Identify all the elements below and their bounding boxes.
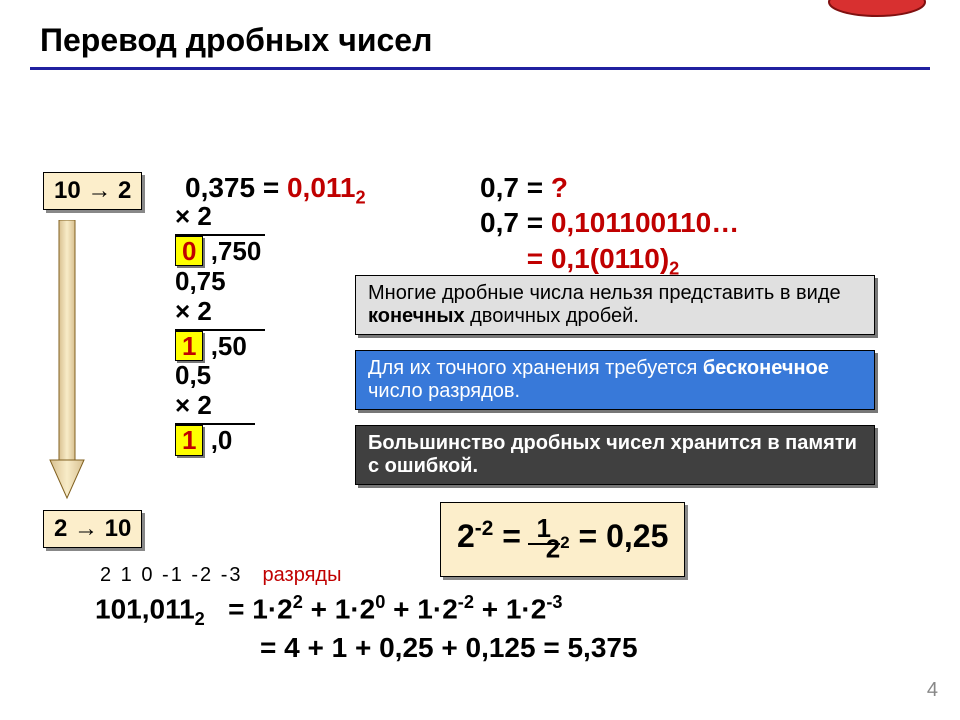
q2-lhs: 0,7 = <box>480 207 551 238</box>
content-area: 10 → 2 0,375 = 0,0112 0,7 = ? 0,7 = 0,10… <box>0 70 960 84</box>
binary-expansion: 101,0112 = 1·22 + 1·20 + 1·2-2 + 1·2-3 <box>95 592 563 630</box>
r3-rest: ,0 <box>203 425 232 455</box>
mul-1: × 2 <box>175 202 265 236</box>
r2-rest: ,50 <box>203 331 246 361</box>
arrow-down-icon <box>48 220 86 500</box>
bit-positions: 2 1 0 -1 -2 -3разряды <box>100 564 341 587</box>
fraction: 1 22 <box>534 509 566 568</box>
digit-box-0: 0 <box>175 236 203 267</box>
q3: = 0,1(0110)2 <box>527 243 680 274</box>
slide-number: 4 <box>927 679 938 702</box>
formula-box: 2-2 = 1 22 = 0,25 <box>440 502 685 577</box>
info-box-3: Большинство дробных чисел хранится в пам… <box>355 425 875 485</box>
info-box-2: Для их точного хранения требуется бескон… <box>355 350 875 410</box>
r1-rest: ,750 <box>203 236 261 266</box>
pencil-icon <box>822 0 932 22</box>
badge-2-to-10: 2 → 10 <box>43 510 142 548</box>
step-2: 0,5 <box>175 361 265 391</box>
question-07: 0,7 = ? <box>480 172 568 204</box>
ex1-lhs: 0,375 = <box>185 172 279 203</box>
badge-10-to-2: 10 → 2 <box>43 172 142 210</box>
step-1: 0,75 <box>175 267 265 297</box>
info-box-1: Многие дробные числа нельзя представить … <box>355 275 875 335</box>
mul-3: × 2 <box>175 391 255 425</box>
answer-07: 0,7 = 0,101100110… 0,7 = 0,1(0110)2 <box>480 205 739 282</box>
calc-column: × 2 0 ,750 0,75 × 2 1 ,50 0,5 × 2 1 ,0 <box>175 202 265 456</box>
q1-mark: ? <box>551 172 568 203</box>
decimal-sum: = 4 + 1 + 0,25 + 0,125 = 5,375 <box>260 632 638 664</box>
page-title: Перевод дробных чисел <box>0 0 960 67</box>
q1-text: 0,7 = <box>480 172 551 203</box>
digit-box-2: 1 <box>175 425 203 456</box>
digit-box-1: 1 <box>175 331 203 362</box>
q2-rhs: 0,101100110… <box>551 207 739 238</box>
ex1-result: 0,0112 <box>287 172 366 203</box>
mul-2: × 2 <box>175 297 265 331</box>
